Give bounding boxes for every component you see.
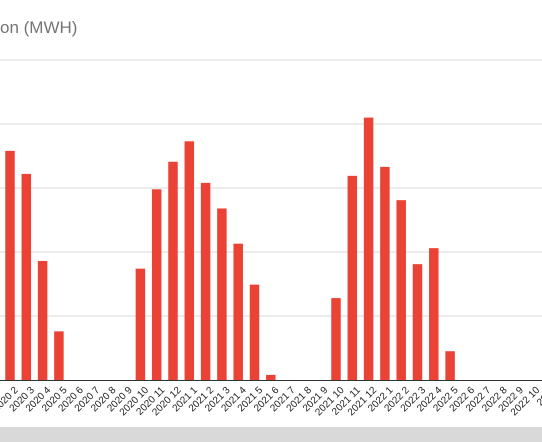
bars (5, 117, 455, 380)
bar (151, 189, 162, 380)
bar (135, 268, 146, 380)
x-tick-label: 2022 (535, 385, 542, 409)
chart-title: on (MWH) (0, 18, 78, 37)
bar (37, 260, 48, 380)
bar (363, 117, 374, 380)
bar (217, 208, 227, 380)
bar (200, 182, 211, 380)
bar (184, 141, 195, 380)
bar (412, 264, 423, 380)
bar (445, 351, 455, 380)
bar (331, 298, 341, 380)
bar (233, 243, 243, 380)
bar (5, 150, 15, 380)
gridlines (0, 59, 542, 317)
bar (396, 200, 406, 380)
bar (429, 248, 439, 380)
bar (380, 166, 390, 380)
bar (347, 175, 358, 380)
bar (249, 284, 260, 380)
bar (54, 331, 64, 380)
scrollbar-band (0, 427, 542, 442)
bar (21, 173, 32, 380)
bar (168, 161, 178, 380)
bar (266, 374, 276, 380)
